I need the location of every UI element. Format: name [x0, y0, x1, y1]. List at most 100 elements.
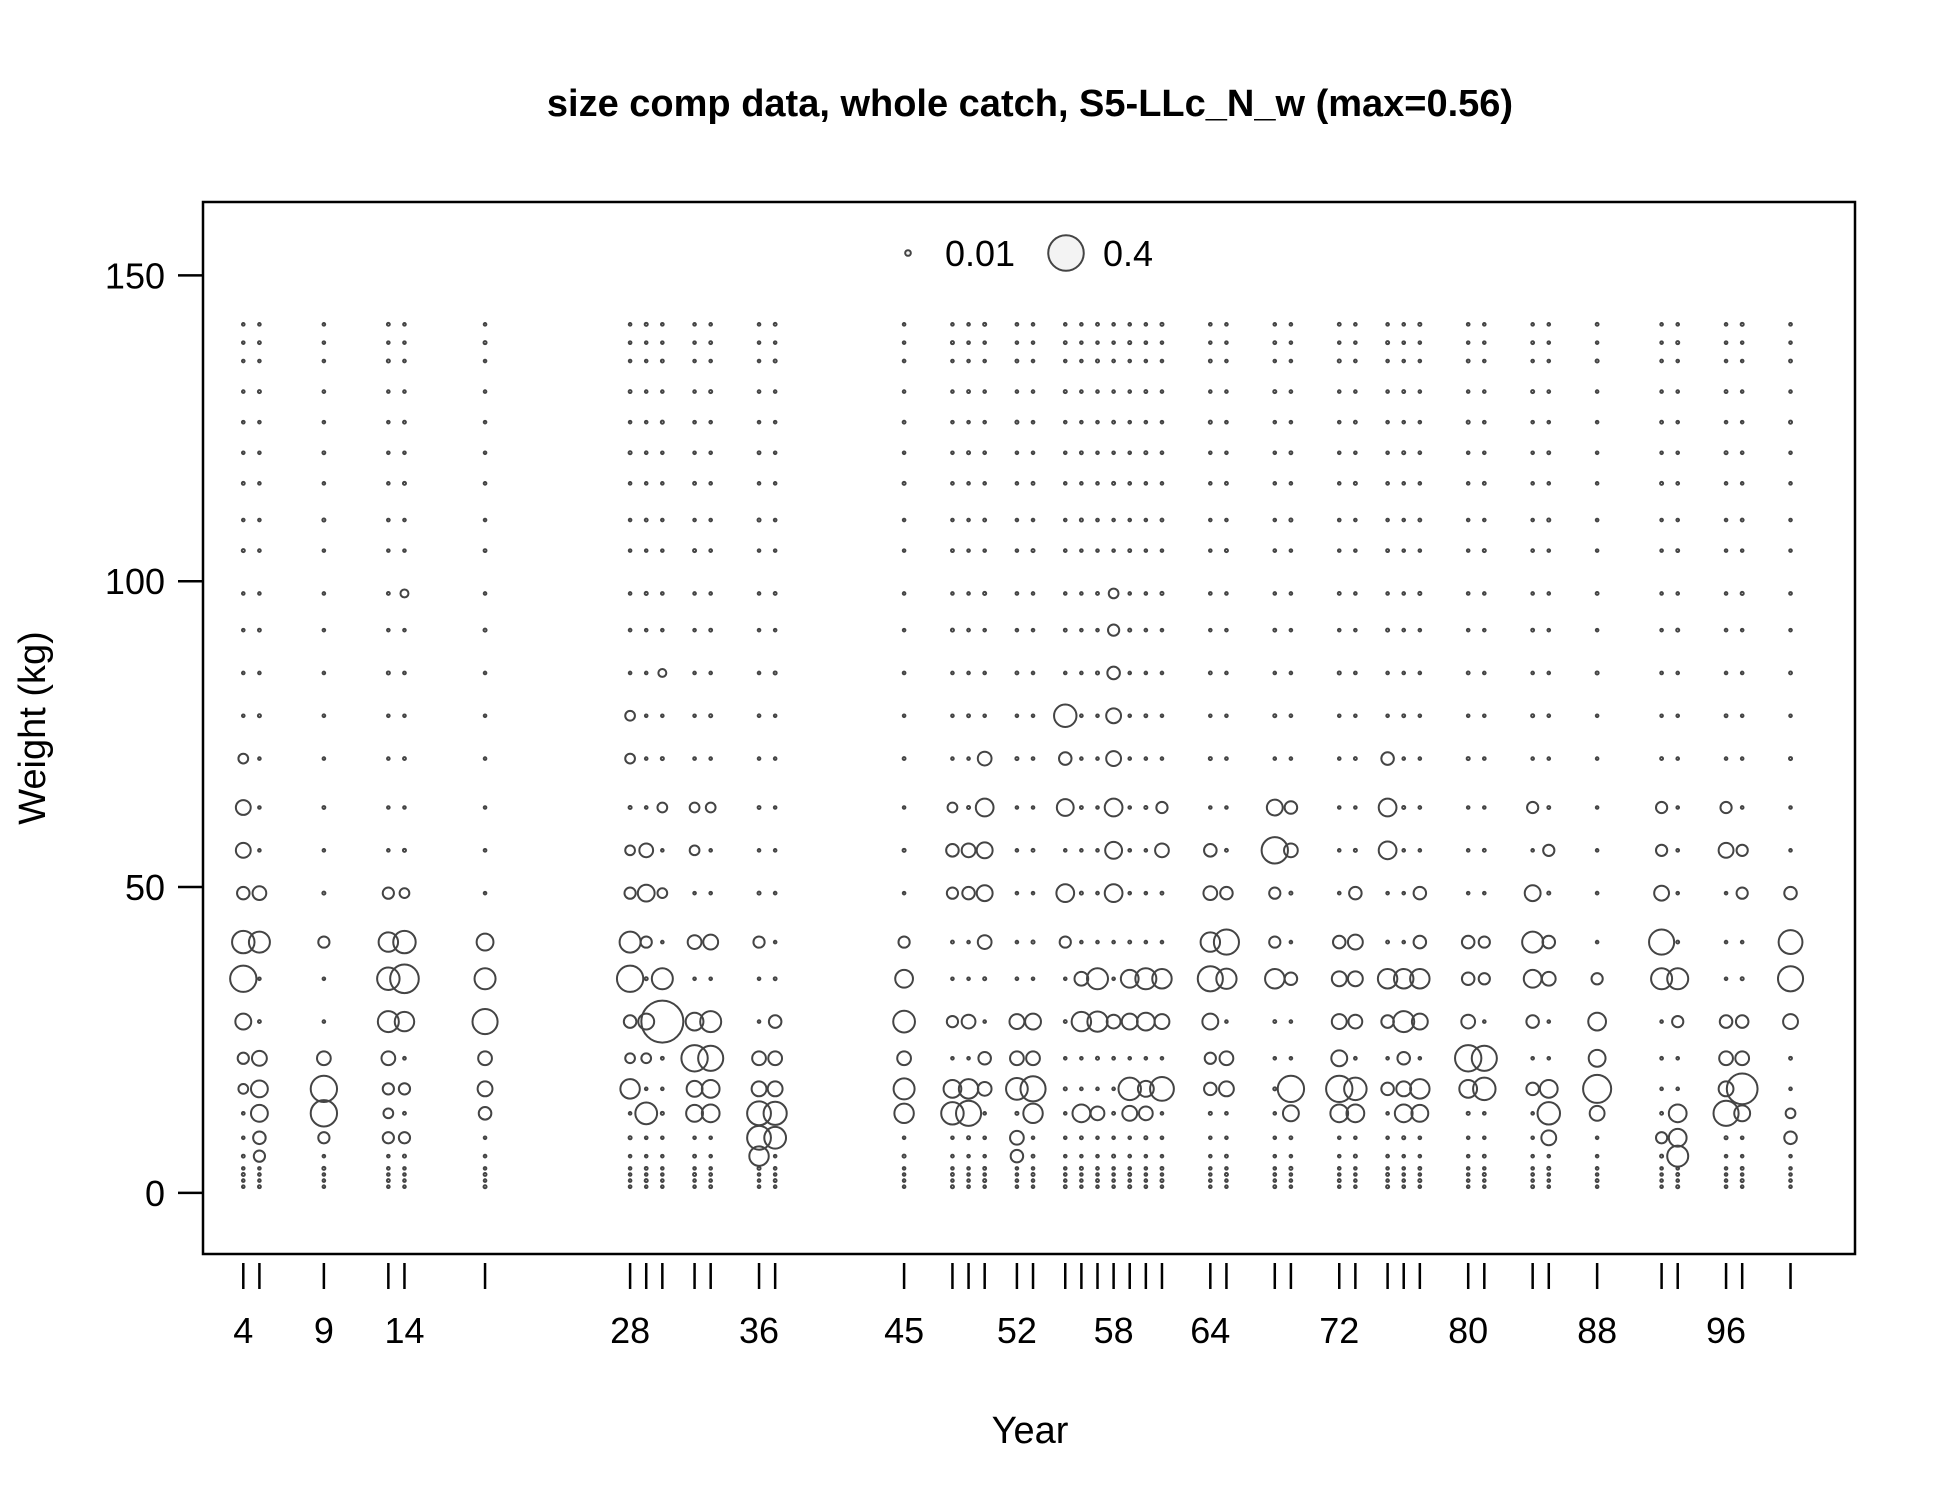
data-bubble	[1079, 389, 1084, 394]
data-bubble	[386, 450, 391, 456]
data-bubble	[1151, 968, 1173, 990]
data-bubble	[950, 450, 955, 456]
data-bubble	[1482, 1019, 1487, 1024]
data-bubble	[482, 1184, 488, 1190]
data-bubble	[401, 480, 407, 486]
data-bubble	[1336, 548, 1342, 553]
data-bubble	[240, 389, 246, 394]
data-bubble	[1723, 1178, 1729, 1183]
data-bubble	[1465, 756, 1471, 762]
data-bubble	[685, 1079, 704, 1098]
data-bubble	[1143, 670, 1149, 676]
data-bubble	[950, 591, 955, 596]
data-bubble	[321, 358, 327, 364]
data-bubble	[1482, 1166, 1487, 1171]
data-bubble	[1208, 548, 1213, 553]
data-bubble	[1659, 1086, 1664, 1092]
data-bubble	[656, 801, 669, 814]
data-bubble	[240, 419, 246, 425]
data-bubble	[1723, 419, 1729, 425]
data-bubble	[482, 756, 488, 761]
data-bubble	[643, 1178, 649, 1184]
data-bubble	[1417, 1165, 1423, 1171]
data-bubble	[949, 340, 955, 346]
data-bubble	[1417, 1172, 1423, 1177]
data-bubble	[1417, 321, 1423, 327]
data-bubble	[1739, 548, 1745, 553]
data-bubble	[1057, 751, 1073, 766]
data-bubble	[966, 805, 972, 811]
data-bubble	[1224, 756, 1229, 761]
data-bubble	[1482, 389, 1487, 394]
data-bubble	[708, 1184, 714, 1190]
data-bubble	[772, 848, 778, 853]
data-bubble	[1127, 1153, 1133, 1159]
data-bubble	[1521, 930, 1545, 954]
data-bubble	[950, 517, 955, 523]
data-bubble	[982, 1165, 988, 1171]
data-bubble	[1111, 939, 1116, 945]
data-bubble	[1260, 836, 1289, 865]
data-bubble	[1224, 1019, 1229, 1024]
data-bubble	[1385, 419, 1390, 425]
data-bubble	[1343, 1076, 1368, 1102]
data-bubble	[1111, 450, 1116, 456]
data-bubble	[1546, 890, 1552, 896]
data-bubble	[402, 1055, 407, 1061]
data-bubble	[708, 591, 713, 596]
x-tick-label: 72	[1319, 1310, 1359, 1351]
data-bubble	[1207, 321, 1213, 327]
legend-label: 0.01	[945, 233, 1015, 274]
data-bubble	[1143, 713, 1149, 719]
data-bubble	[1330, 1013, 1348, 1031]
data-bubble	[1465, 419, 1471, 425]
data-bubble	[397, 1082, 412, 1096]
data-bubble	[1208, 1153, 1213, 1159]
data-bubble	[1062, 1086, 1068, 1092]
data-bubble	[627, 450, 633, 456]
data-bubble	[1095, 805, 1100, 810]
data-bubble	[1014, 848, 1020, 853]
data-bubble	[1723, 450, 1729, 456]
data-bubble	[1654, 843, 1669, 857]
data-bubble	[381, 1082, 395, 1096]
data-bubble	[1353, 591, 1358, 596]
data-bubble	[1159, 939, 1165, 945]
data-bubble	[1272, 1178, 1278, 1183]
data-bubble	[321, 517, 327, 523]
data-bubble	[1675, 1055, 1681, 1061]
data-bubble	[1401, 517, 1407, 523]
data-bubble	[1288, 670, 1294, 676]
data-bubble	[1465, 670, 1471, 676]
data-bubble	[660, 517, 665, 523]
data-bubble	[627, 1172, 633, 1177]
data-bubble	[240, 322, 246, 327]
data-bubble	[1353, 358, 1358, 364]
data-bubble	[321, 1178, 327, 1183]
data-bubble	[692, 517, 697, 523]
data-bubble	[1412, 885, 1428, 901]
data-bubble	[1546, 548, 1552, 553]
data-bubble	[1155, 800, 1169, 815]
data-bubble	[1725, 1072, 1759, 1106]
data-bubble	[1159, 1172, 1165, 1177]
data-bubble	[692, 450, 697, 456]
data-bubble	[949, 1184, 955, 1190]
data-bubble	[1666, 1144, 1690, 1168]
data-bubble	[1530, 713, 1536, 719]
data-bubble	[1594, 756, 1600, 761]
data-bubble	[1588, 1104, 1606, 1122]
data-bubble	[1203, 1051, 1217, 1065]
data-bubble	[692, 389, 697, 394]
data-bubble	[1159, 389, 1165, 394]
data-bubble	[1675, 805, 1681, 810]
data-bubble	[1105, 750, 1123, 768]
data-bubble	[1417, 1055, 1423, 1061]
data-bubble	[1288, 322, 1294, 327]
data-bubble	[1587, 1011, 1608, 1032]
data-bubble	[1212, 928, 1240, 956]
data-bubble	[772, 756, 778, 761]
data-bubble	[1062, 1019, 1068, 1025]
data-bubble	[627, 419, 633, 425]
data-bubble	[1482, 713, 1487, 719]
